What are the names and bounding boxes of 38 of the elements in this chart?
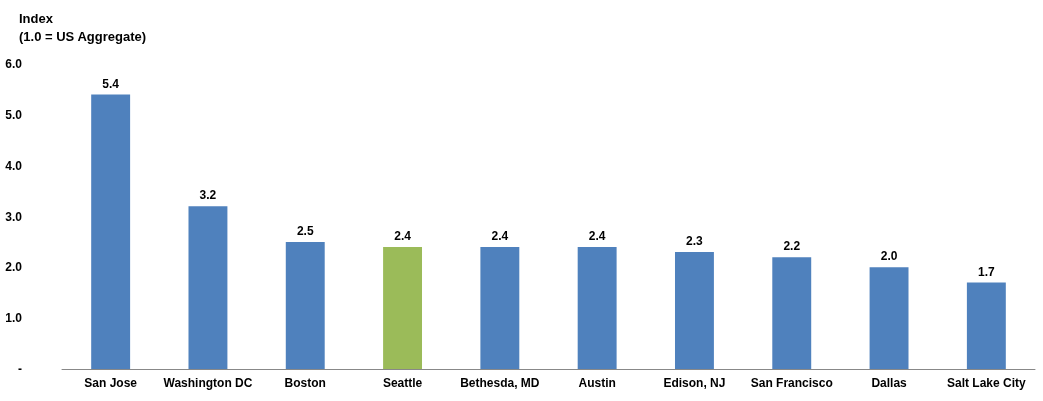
x-tick-label: San Francisco [750, 376, 833, 390]
y-axis-title: Index (1.0 = US Aggregate) [19, 10, 147, 44]
bar [285, 241, 325, 369]
x-tick-label: Salt Lake City [947, 376, 1027, 390]
y-tick-label: 5.0 [5, 107, 23, 122]
y-tick-label: 2.0 [5, 260, 23, 275]
data-label: 2.4 [394, 229, 412, 243]
x-tick-label: Boston [284, 376, 326, 390]
bar [91, 94, 131, 369]
data-label: 3.2 [199, 188, 217, 203]
y-tick-label: 6.0 [5, 57, 23, 71]
x-tick-label: Dallas [871, 376, 908, 390]
data-label: 2.4 [491, 229, 509, 243]
x-tick-label: Bethesda, MD [460, 376, 540, 390]
data-label: 2.0 [880, 249, 898, 264]
data-label: 5.4 [102, 76, 120, 91]
bar [772, 257, 812, 369]
bar [674, 252, 714, 369]
data-label: 2.5 [296, 223, 314, 238]
y-tick-label: 1.0 [5, 311, 23, 326]
bar [966, 282, 1006, 369]
data-label: 1.7 [978, 264, 996, 279]
data-label: 2.4 [588, 229, 606, 243]
x-tick-label: Austin [578, 376, 616, 390]
y-tick-label: 4.0 [5, 158, 23, 173]
x-tick-label: San Jose [84, 376, 138, 390]
bar [383, 247, 423, 369]
data-label: 2.2 [783, 239, 801, 254]
bar [480, 247, 520, 369]
bar [188, 206, 228, 369]
bar [577, 247, 617, 369]
x-tick-label: Edison, NJ [663, 376, 726, 390]
x-tick-label: Washington DC [163, 376, 253, 390]
data-label: 2.3 [686, 234, 704, 249]
y-tick-label: - [18, 362, 22, 376]
y-tick-label: 3.0 [5, 209, 23, 224]
bar [869, 267, 909, 369]
x-tick-label: Seattle [382, 376, 423, 390]
